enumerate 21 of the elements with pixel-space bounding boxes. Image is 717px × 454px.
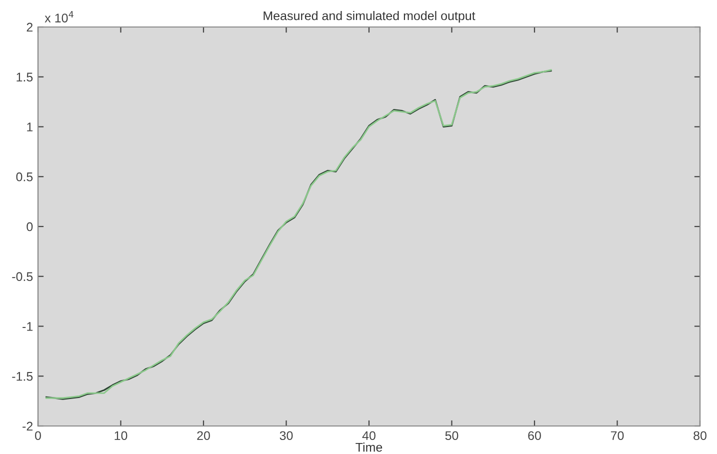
- x-tick-label: 80: [694, 431, 706, 440]
- y-tick-label: -1.5: [12, 372, 33, 381]
- x-tick-label: 50: [445, 431, 458, 440]
- text: x 10$^{4}$: [44, 11, 74, 22]
- chart-title: Measured and simulated model output: [264, 10, 476, 23]
- x-tick-label: 70: [610, 431, 624, 440]
- x-tick-label: 0: [35, 431, 41, 440]
- y-tick-label: 1.5: [16, 72, 33, 82]
- y-tick-label: -2: [22, 422, 33, 431]
- y-tick-label: 2: [26, 22, 33, 32]
- x-tick-label: 60: [528, 431, 541, 440]
- y-tick-label: -1: [22, 322, 33, 331]
- x-tick-label: 20: [197, 431, 210, 440]
- x-tick-label: 10: [114, 431, 128, 440]
- x-axis-title: Time: [356, 442, 382, 452]
- y-tick-label: 1: [27, 122, 33, 132]
- y-tick-label: -0.5: [12, 272, 33, 282]
- y-tick-label: 0.5: [16, 172, 33, 182]
- x-tick-label: 30: [280, 431, 293, 440]
- x-tick-label: 40: [362, 431, 376, 440]
- y-tick-label: 0: [26, 222, 33, 232]
